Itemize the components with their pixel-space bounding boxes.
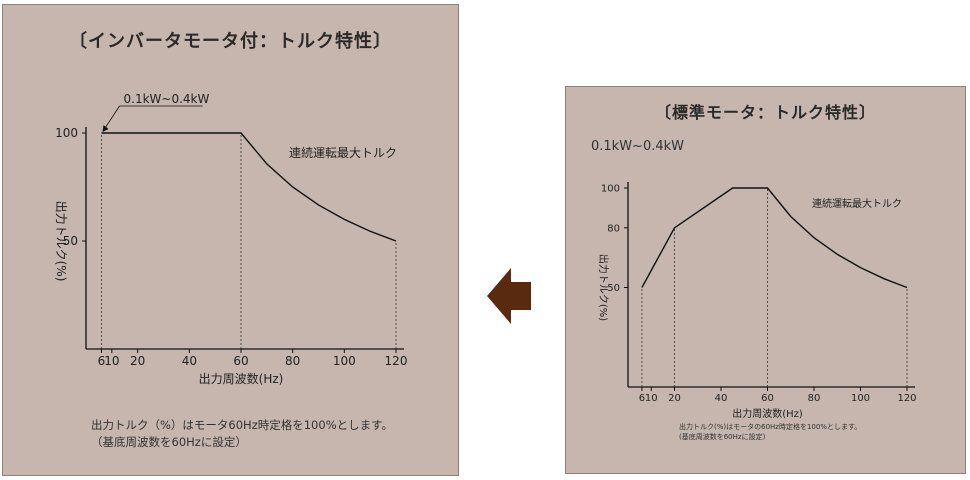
x-tick-label: 120 [385,354,408,368]
x-tick-label: 6 [639,393,645,404]
y-tick-label: 100 [55,126,78,140]
y-axis-label: 出力トルク(%) [597,254,610,321]
series-label: 連続運転最大トルク [812,197,902,210]
x-tick-label: 40 [182,354,197,368]
arrow-left-shape [487,268,531,324]
x-tick-label: 60 [233,354,248,368]
annotation-arrowhead [102,125,109,132]
x-tick-label: 20 [668,393,681,404]
x-tick-label: 40 [715,393,728,404]
standard-motor-panel: 〔標準モータ：トルク特性〕 0.1kW~0.4kW 6 10 20 40 60 80 100… [565,86,966,474]
footnote: 出力トルク(%)はモータの60Hz時定格を100%とします。 (基底周波数を60… [679,422,861,442]
x-tick-label: 6 [98,354,106,368]
y-tick-label: 80 [607,223,620,234]
inverter-motor-panel: 〔インバータモータ付：トルク特性〕 6 10 20 40 60 80 100 120 50 100… [2,4,459,476]
x-axis-label: 出力周波数(Hz) [199,371,284,386]
footnote-line: （基底周波数を60Hzに設定） [91,434,247,449]
x-tick-label: 100 [333,354,356,368]
x-tick-label: 120 [897,393,916,404]
x-tick-label: 100 [851,393,870,404]
arrow-left-icon [487,268,531,324]
footnote-line: 出力トルク（%）はモータ60Hz時定格を100%とします。 [91,418,393,432]
footnote-line: (基底周波数を60Hzに設定) [679,433,766,442]
x-tick-label: 60 [761,393,774,404]
x-tick-label: 80 [808,393,821,404]
footnote-line: 出力トルク(%)はモータの60Hz時定格を100%とします。 [679,423,862,431]
series-line [101,132,397,242]
panel-title: 〔インバータモータ付：トルク特性〕 [69,31,392,52]
x-tick-label: 20 [130,354,145,368]
y-tick-label: 50 [607,283,620,294]
standard-torque-chart: 6 10 20 40 60 80 100 120 50 80 100 連続運転最大トルク出力周波数(H… [597,182,917,420]
series-label: 連続運転最大トルク [289,146,397,160]
capacity-range: 0.1kW~0.4kW [591,139,685,154]
footnote: 出力トルク（%）はモータ60Hz時定格を100%とします。 （基底周波数を60H… [91,417,393,450]
x-tick-label: 10 [104,354,119,368]
inverter-torque-chart: 610 20 40 60 80 100 120 50 100 連続運転最大トルク出力周波数(Hz)… [54,92,408,386]
annotation-label: 0.1kW~0.4kW [124,92,210,106]
y-tick-label: 100 [601,184,620,195]
y-tick-label: 50 [63,234,78,248]
x-tick-label: 80 [285,354,300,368]
x-tick-label: 10 [645,393,658,404]
annotation-pointer [104,105,120,130]
y-axis-label: 出力トルク(%) [54,201,68,282]
x-axis-label: 出力周波数(Hz) [732,407,803,420]
series-line [641,187,908,289]
panel-title: 〔標準モータ：トルク特性〕 [654,103,876,122]
